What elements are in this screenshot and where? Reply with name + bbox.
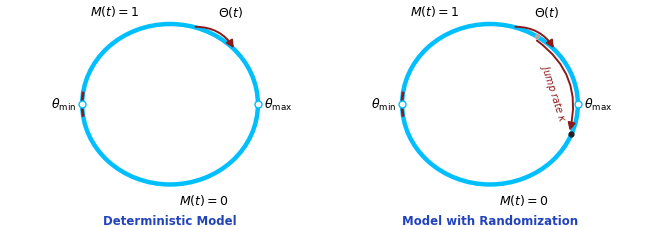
Text: $M(t) = 1$: $M(t) = 1$ bbox=[90, 4, 139, 19]
Text: $\theta_{\rm max}$: $\theta_{\rm max}$ bbox=[264, 97, 292, 113]
Text: Jump rate $\kappa$: Jump rate $\kappa$ bbox=[537, 63, 569, 124]
Text: $\theta_{\rm max}$: $\theta_{\rm max}$ bbox=[584, 97, 612, 113]
Text: Model with Randomization: Model with Randomization bbox=[402, 214, 578, 227]
Text: $M(t) = 0$: $M(t) = 0$ bbox=[499, 192, 548, 207]
Text: $\theta_{\rm min}$: $\theta_{\rm min}$ bbox=[371, 97, 396, 113]
Text: $M(t) = 0$: $M(t) = 0$ bbox=[179, 192, 229, 207]
Text: $M(t) = 1$: $M(t) = 1$ bbox=[410, 4, 459, 19]
Text: $\theta_{\rm min}$: $\theta_{\rm min}$ bbox=[51, 97, 76, 113]
Text: $\Theta(t)$: $\Theta(t)$ bbox=[534, 5, 559, 20]
Text: Deterministic Model: Deterministic Model bbox=[103, 214, 237, 227]
Text: $\Theta(t)$: $\Theta(t)$ bbox=[218, 5, 244, 20]
